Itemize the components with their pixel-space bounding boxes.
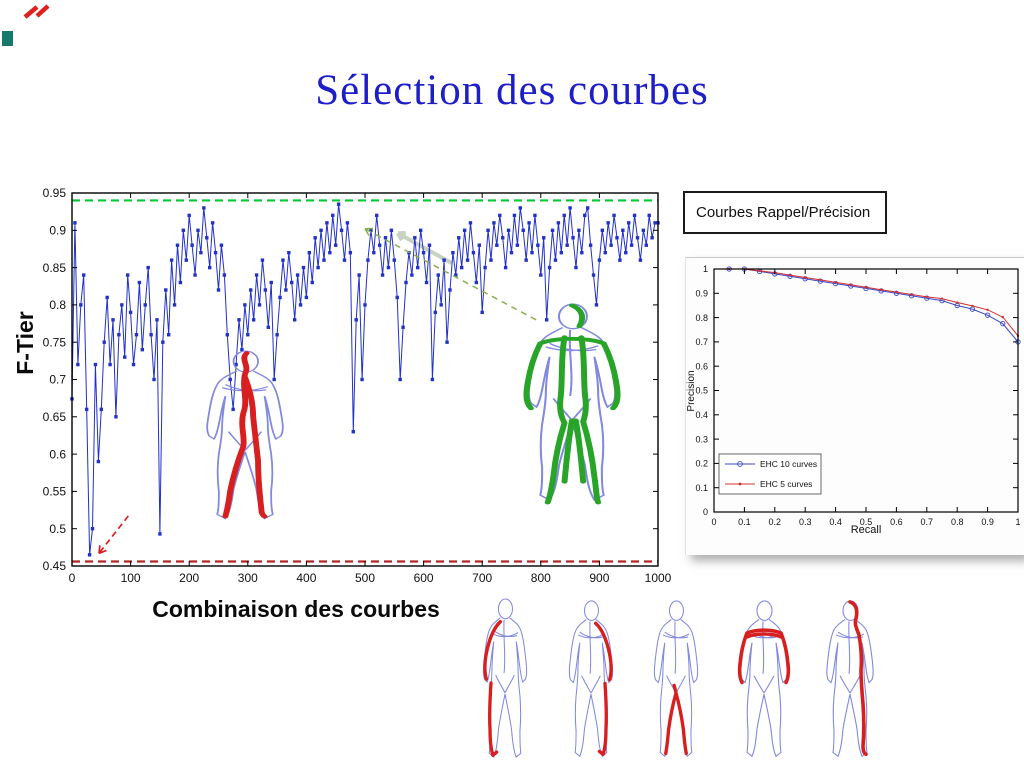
- svg-text:900: 900: [589, 571, 609, 585]
- svg-text:0.75: 0.75: [43, 335, 67, 349]
- svg-text:1: 1: [703, 264, 708, 274]
- red-mark-icon: [35, 4, 50, 18]
- red-curve-highlight: [222, 351, 268, 519]
- callout-label: Courbes Rappel/Précision: [696, 204, 871, 221]
- svg-text:400: 400: [296, 571, 316, 585]
- red-mark-icon: [23, 5, 39, 19]
- teal-square-icon: [2, 31, 13, 46]
- svg-text:100: 100: [121, 571, 141, 585]
- svg-text:0.8: 0.8: [49, 298, 66, 312]
- svg-text:0.4: 0.4: [829, 517, 842, 527]
- svg-text:1: 1: [1015, 517, 1020, 527]
- svg-text:0.3: 0.3: [799, 517, 812, 527]
- svg-text:0.9: 0.9: [49, 224, 66, 238]
- svg-text:Recall: Recall: [851, 524, 882, 536]
- figure-right-arm-right-leg: [563, 600, 619, 765]
- callout-box: Courbes Rappel/Précision: [683, 191, 887, 234]
- svg-text:EHC 10 curves: EHC 10 curves: [760, 459, 817, 469]
- svg-text:0.5: 0.5: [860, 517, 873, 527]
- x-axis-label: Combinaison des courbes: [152, 596, 440, 622]
- green-curve-highlight: [523, 303, 621, 505]
- svg-text:0.9: 0.9: [695, 288, 708, 298]
- svg-text:0.6: 0.6: [695, 361, 708, 371]
- svg-text:0.7: 0.7: [695, 337, 708, 347]
- inset-panel: 0 0.1 0.2 0.3 0.4 0.5 0.6 0.7 0.8 0.9 1 0 0.1 0.2 0.3 0…: [685, 257, 1024, 555]
- svg-text:0: 0: [69, 571, 76, 585]
- red-curve-highlight: [848, 600, 868, 757]
- svg-text:0: 0: [703, 507, 708, 517]
- page-title: Sélection des courbes: [315, 67, 709, 114]
- svg-text:700: 700: [472, 571, 492, 585]
- svg-text:0.9: 0.9: [981, 517, 994, 527]
- svg-text:0: 0: [711, 517, 716, 527]
- svg-text:0.55: 0.55: [43, 485, 67, 499]
- figure-left-arm-left-leg: [477, 598, 533, 766]
- svg-text:0.3: 0.3: [695, 434, 708, 444]
- svg-text:0.7: 0.7: [921, 517, 934, 527]
- ftier-chart: 0 100 200 300 400 500 600 700 800 900 1000 0.45 0.5 0…: [43, 186, 672, 585]
- svg-text:0.8: 0.8: [695, 313, 708, 323]
- svg-text:0.2: 0.2: [769, 517, 782, 527]
- svg-text:0.85: 0.85: [43, 261, 67, 275]
- svg-text:0.2: 0.2: [695, 459, 708, 469]
- svg-text:0.4: 0.4: [695, 410, 708, 420]
- figure-green-full: [523, 303, 621, 505]
- svg-text:0.5: 0.5: [49, 522, 66, 536]
- svg-text:0.8: 0.8: [951, 517, 964, 527]
- svg-text:0.6: 0.6: [49, 447, 66, 461]
- svg-text:500: 500: [355, 571, 375, 585]
- svg-text:800: 800: [531, 571, 551, 585]
- svg-text:Precision: Precision: [686, 370, 697, 411]
- red-curve-highlight: [483, 619, 503, 757]
- corner-decoration: [2, 4, 50, 46]
- svg-text:0.45: 0.45: [43, 559, 67, 573]
- svg-text:0.1: 0.1: [695, 483, 708, 493]
- red-curve-highlight: [593, 621, 613, 757]
- svg-text:600: 600: [414, 571, 434, 585]
- svg-text:0.1: 0.1: [738, 517, 751, 527]
- svg-text:0.7: 0.7: [49, 373, 66, 387]
- svg-text:200: 200: [179, 571, 199, 585]
- figure-red-trunk: [196, 350, 294, 528]
- svg-text:0.5: 0.5: [695, 386, 708, 396]
- figure-chest-and-arms: [737, 600, 791, 765]
- figure-head-right-side: [820, 600, 880, 765]
- svg-text:1000: 1000: [645, 571, 672, 585]
- red-curve-highlight: [664, 683, 688, 756]
- svg-text:0.65: 0.65: [43, 410, 67, 424]
- precision-recall-chart: 0 0.1 0.2 0.3 0.4 0.5 0.6 0.7 0.8 0.9 1 0 0.1 0.2 0.3 0…: [686, 264, 1021, 536]
- svg-text:EHC 5 curves: EHC 5 curves: [760, 479, 812, 489]
- red-curve-highlight: [737, 628, 791, 685]
- figure-inner-legs: [648, 600, 704, 765]
- svg-text:300: 300: [238, 571, 258, 585]
- svg-text:0.6: 0.6: [890, 517, 903, 527]
- svg-text:0.95: 0.95: [43, 186, 67, 200]
